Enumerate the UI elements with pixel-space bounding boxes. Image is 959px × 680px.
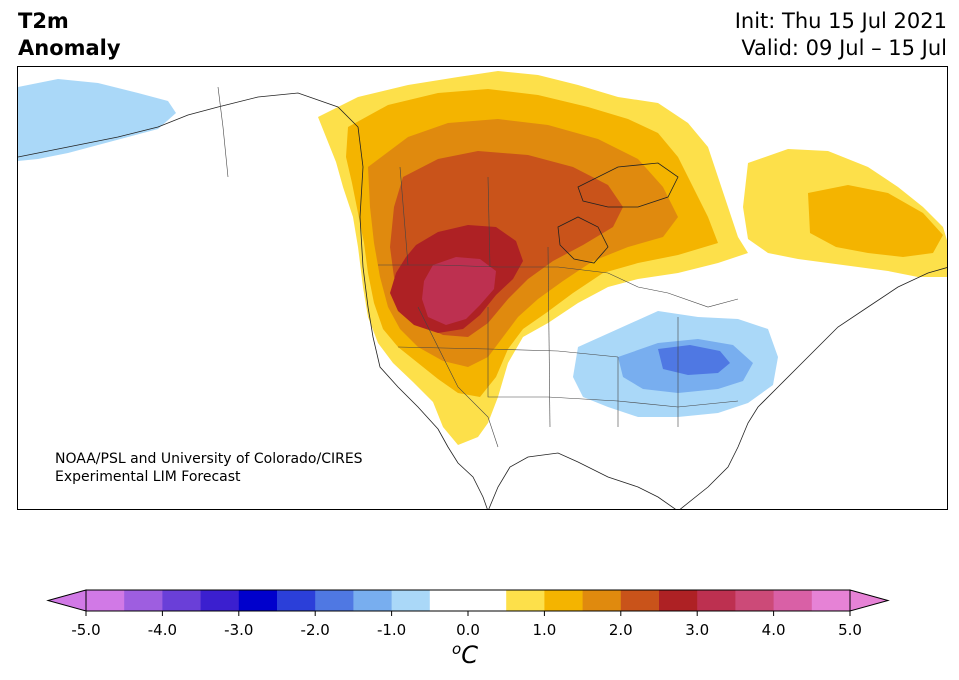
colorbar-segment: [773, 590, 813, 611]
colorbar-segment: [124, 590, 163, 611]
unit-celsius: C: [461, 641, 478, 669]
coastlines: [18, 92, 947, 509]
init-date: Init: Thu 15 Jul 2021: [734, 9, 947, 33]
colorbar-over-arrow: [849, 589, 890, 612]
colorbar-tick-label: 3.0: [685, 621, 709, 639]
colorbar-segment: [468, 590, 507, 611]
colorbar-tick-label: 4.0: [762, 621, 786, 639]
title-line-variable: T2m: [18, 9, 69, 33]
colorbar-ticks: -5.0 -4.0 -3.0 -2.0 -1.0 0.0 1.0 2.0 3.0 4.0 5.0: [71, 611, 862, 639]
colorbar-segment: [238, 590, 278, 611]
valid-period: Valid: 09 Jul – 15 Jul: [741, 36, 947, 60]
colorbar-tick-label: 1.0: [532, 621, 556, 639]
colorbar-tick-label: 0.0: [456, 621, 480, 639]
credit-line-2: Experimental LIM Forecast: [55, 469, 241, 485]
title-line-anomaly: Anomaly: [18, 36, 121, 60]
colorbar-segment: [506, 590, 545, 611]
colorbar-tick-label: -3.0: [224, 621, 253, 639]
colorbar-segment: [735, 590, 775, 611]
map-title: T2m Anomaly: [18, 8, 121, 62]
colorbar-segment: [200, 590, 240, 611]
colorbar-segment: [391, 590, 431, 611]
colorbar-tick-label: -2.0: [301, 621, 330, 639]
colorbar-segment: [277, 590, 316, 611]
map-credit: NOAA/PSL and University of Colorado/CIRE…: [55, 450, 363, 486]
colorbar-tick-label: -4.0: [148, 621, 177, 639]
colorbar-segment: [544, 590, 584, 611]
unit-degree: o: [452, 640, 462, 658]
forecast-dates: Init: Thu 15 Jul 2021 Valid: 09 Jul – 15…: [735, 8, 947, 62]
warm-anomaly-crimson: [422, 257, 496, 325]
colorbar-segment: [697, 590, 736, 611]
colorbar-segment: [582, 590, 622, 611]
colorbar-under-arrow: [46, 589, 87, 612]
colorbar-segment: [315, 590, 354, 611]
anomaly-map: NOAA/PSL and University of Colorado/CIRE…: [17, 66, 948, 510]
colorbar-segment: [811, 590, 851, 611]
map-canvas: [18, 71, 947, 509]
political-borders: [217, 86, 739, 448]
colorbar-tick-label: 5.0: [838, 621, 862, 639]
colorbar-segment: [429, 590, 469, 611]
colorbar-tick-label: -5.0: [71, 621, 100, 639]
colorbar-segment: [659, 590, 698, 611]
colorbar-segment: [353, 590, 393, 611]
colorbar-segment: [162, 590, 202, 611]
credit-line-1: NOAA/PSL and University of Colorado/CIRE…: [55, 451, 363, 467]
east-cool-anomaly-strong: [658, 345, 730, 375]
colorbar-unit: oC: [452, 640, 478, 669]
colorbar-segment: [86, 590, 125, 611]
colorbar-segments: [86, 590, 851, 611]
colorbar-tick-label: -1.0: [377, 621, 406, 639]
colorbar-tick-label: 2.0: [609, 621, 633, 639]
alaska-cool-anomaly: [18, 79, 176, 161]
colorbar-segment: [620, 590, 660, 611]
